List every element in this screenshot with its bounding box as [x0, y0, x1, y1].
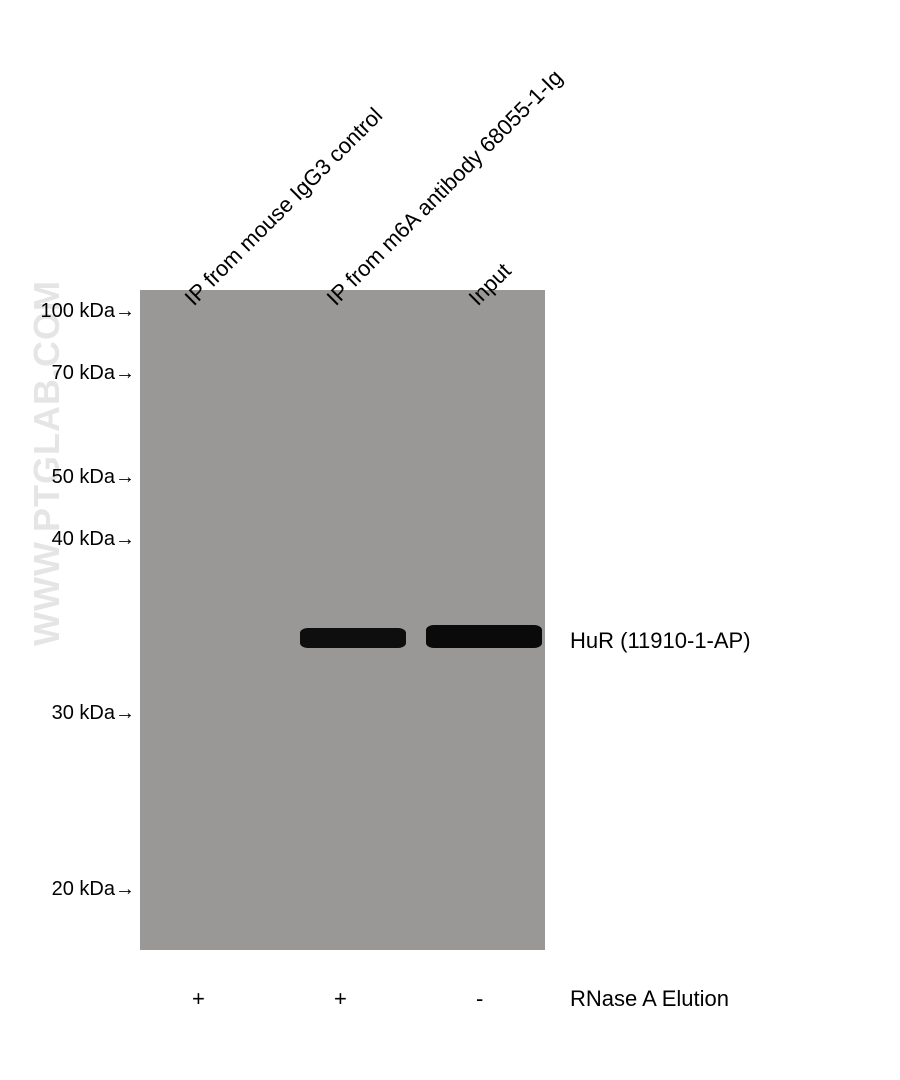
mw-label: 40 kDa→ — [52, 528, 135, 551]
rnase-sign: + — [334, 986, 347, 1012]
mw-label: 20 kDa→ — [52, 878, 135, 901]
mw-label: 50 kDa→ — [52, 466, 135, 489]
mw-label: 70 kDa→ — [52, 362, 135, 385]
blot-band — [426, 625, 542, 648]
rnase-elution-label: RNase A Elution — [570, 986, 729, 1012]
blot-band — [300, 628, 406, 648]
watermark-text: WWW.PTGLAB.COM — [26, 280, 68, 646]
figure-container: WWW.PTGLAB.COM 100 kDa→ 70 kDa→ 50 kDa→ 40 … — [0, 0, 900, 1080]
detection-antibody-label: HuR (11910-1-AP) — [570, 628, 751, 654]
rnase-sign: - — [476, 986, 483, 1012]
blot-membrane — [140, 290, 545, 950]
mw-label: 30 kDa→ — [52, 702, 135, 725]
mw-label: 100 kDa→ — [41, 300, 136, 323]
rnase-sign: + — [192, 986, 205, 1012]
lane-label: IP from m6A antibody 68055-1-Ig — [322, 65, 568, 311]
